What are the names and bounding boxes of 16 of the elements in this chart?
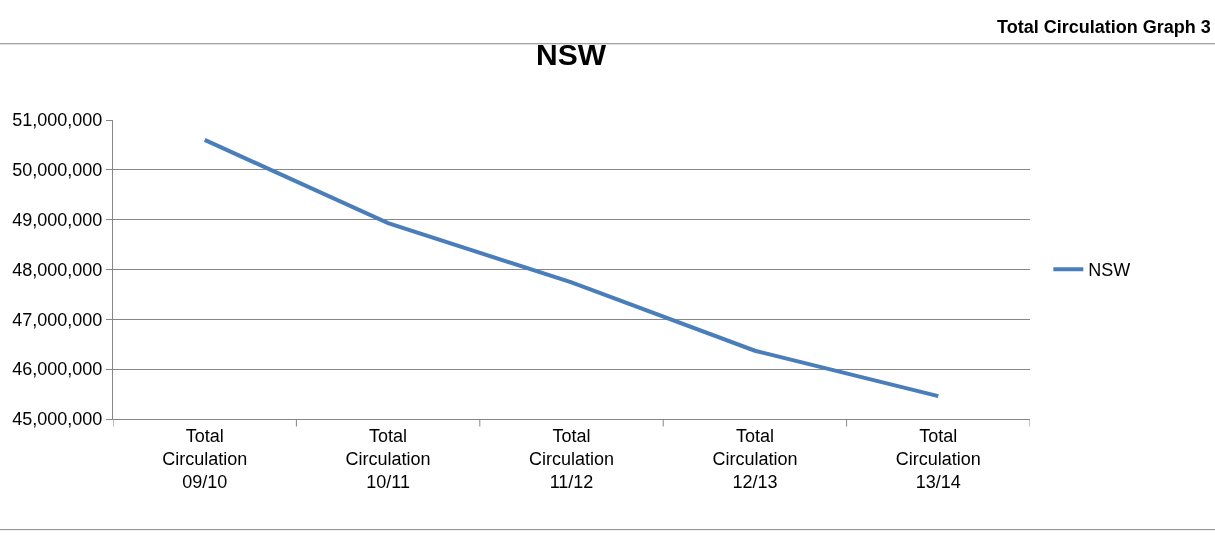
x-tick-label: Total Circulation 12/13 bbox=[712, 425, 798, 493]
line-series bbox=[202, 137, 941, 399]
y-tick-label: 51,000,000 bbox=[12, 110, 103, 131]
text: Total Circulation Graph 3 bbox=[997, 17, 1211, 37]
legend-label: NSW bbox=[1088, 260, 1131, 281]
x-tick-label: Total Circulation 10/11 bbox=[345, 425, 431, 493]
y-tick-label: 47,000,000 bbox=[12, 309, 103, 330]
y-tick-label: 46,000,000 bbox=[12, 359, 103, 380]
x-tick-label: Total Circulation 11/12 bbox=[528, 425, 615, 493]
chart-title: NSW bbox=[536, 37, 607, 71]
x-tick-label: Total Circulation 09/10 bbox=[162, 425, 248, 493]
y-tick-label: 49,000,000 bbox=[12, 209, 103, 230]
y-tick-label: 50,000,000 bbox=[12, 160, 103, 181]
y-tick-label: 45,000,000 bbox=[12, 409, 103, 430]
x-tick-label: Total Circulation 13/14 bbox=[895, 425, 981, 493]
y-tick-label: 48,000,000 bbox=[12, 259, 103, 280]
